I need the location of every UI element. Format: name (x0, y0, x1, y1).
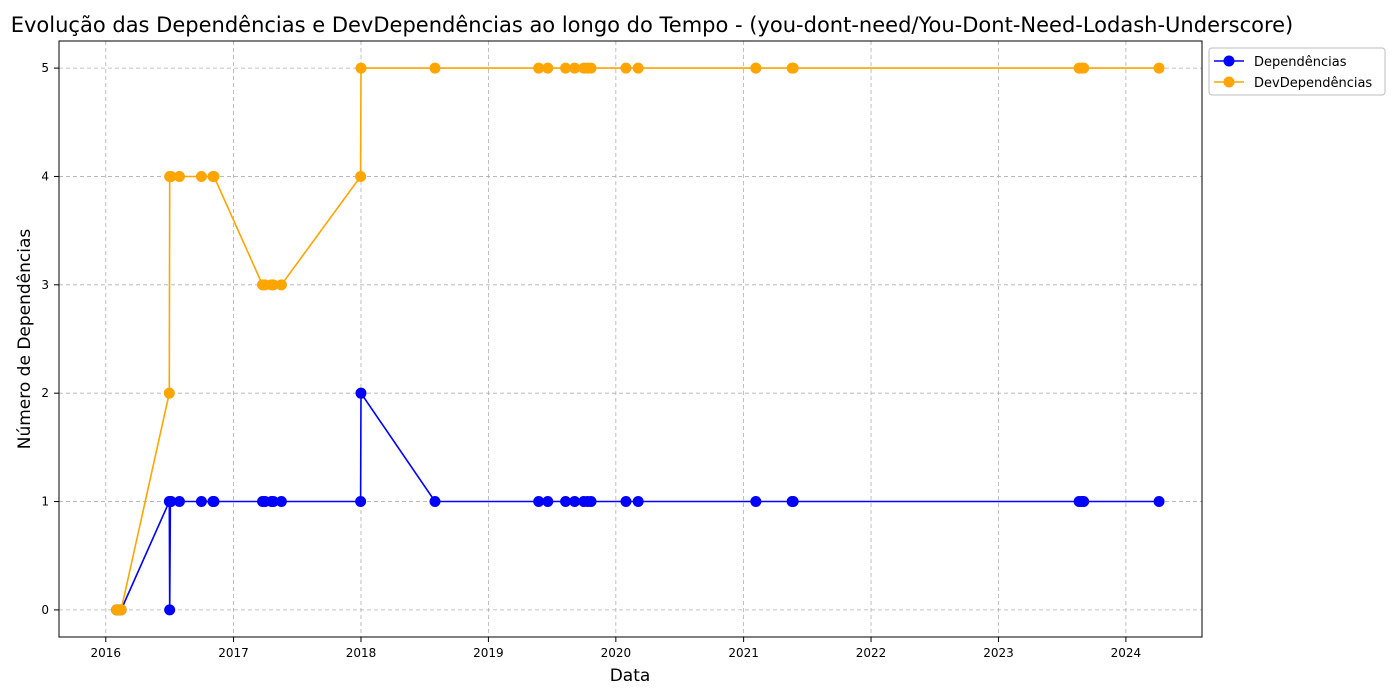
y-tick-label: 2 (41, 386, 49, 400)
data-point (173, 170, 185, 182)
x-tick-label: 2016 (91, 646, 122, 660)
data-point (165, 496, 177, 508)
data-point (632, 62, 644, 74)
legend-box (1208, 47, 1386, 96)
data-point (115, 604, 127, 616)
data-point (585, 62, 597, 74)
data-point (355, 170, 367, 182)
data-point (165, 170, 177, 182)
data-point (208, 496, 220, 508)
x-tick-label: 2018 (346, 646, 377, 660)
data-point (275, 496, 287, 508)
data-point (533, 62, 545, 74)
data-point (164, 604, 176, 616)
data-point (542, 62, 554, 74)
data-point (560, 496, 572, 508)
data-point (429, 496, 441, 508)
data-point (1153, 62, 1165, 74)
data-point (750, 62, 762, 74)
data-point (355, 496, 367, 508)
data-point (267, 496, 279, 508)
y-axis-title: Número de Dependências (15, 229, 35, 450)
data-point (787, 62, 799, 74)
data-point (267, 279, 279, 291)
y-tick-label: 1 (41, 495, 49, 509)
y-tick-label: 4 (41, 169, 49, 183)
data-point (750, 496, 762, 508)
data-point (569, 62, 581, 74)
data-point (787, 496, 799, 508)
x-tick-label: 2020 (601, 646, 632, 660)
data-point (1078, 496, 1090, 508)
data-point (585, 496, 597, 508)
x-tick-label: 2024 (1111, 646, 1142, 660)
x-tick-label: 2022 (856, 646, 887, 660)
chart-title: Evolução das Dependências e DevDependênc… (11, 13, 1294, 37)
data-point (355, 387, 367, 399)
data-point (569, 496, 581, 508)
data-point (542, 496, 554, 508)
series-line (116, 67, 1160, 611)
x-tick-label: 2021 (728, 646, 759, 660)
data-point (620, 62, 632, 74)
grid (59, 41, 1202, 637)
series-devdependencias (111, 62, 1165, 616)
data-point (163, 387, 175, 399)
legend-swatch-marker (1223, 55, 1235, 67)
legend-label: Dependências (1254, 55, 1347, 70)
data-point (173, 496, 185, 508)
legend: Dependências DevDependências (1208, 47, 1386, 96)
y-tick-label: 0 (41, 603, 49, 617)
axis-ticks: 2016 2017 2018 2019 2020 2021 2022 2023 2024 0 1 2 3… (41, 61, 1141, 660)
legend-item: DevDependências (1214, 76, 1372, 91)
data-point (1153, 496, 1165, 508)
data-point (620, 496, 632, 508)
data-point (355, 62, 367, 74)
legend-swatch-marker (1223, 76, 1235, 88)
x-tick-label: 2023 (983, 646, 1014, 660)
legend-item: Dependências (1214, 55, 1347, 70)
x-tick-label: 2019 (473, 646, 504, 660)
data-point (195, 496, 207, 508)
y-tick-label: 3 (41, 278, 49, 292)
data-point (208, 170, 220, 182)
data-point (1078, 62, 1090, 74)
data-point (533, 496, 545, 508)
data-point (632, 496, 644, 508)
data-point (275, 279, 287, 291)
y-tick-label: 5 (41, 61, 49, 75)
series-line (116, 390, 1160, 611)
data-point (560, 62, 572, 74)
x-axis-title: Data (610, 666, 651, 686)
data-point (429, 62, 441, 74)
plot-area-frame (58, 40, 1203, 638)
x-tick-label: 2017 (218, 646, 249, 660)
series-dependencias (111, 387, 1165, 616)
plot-series (111, 62, 1165, 616)
data-point (195, 170, 207, 182)
legend-label: DevDependências (1254, 76, 1372, 91)
